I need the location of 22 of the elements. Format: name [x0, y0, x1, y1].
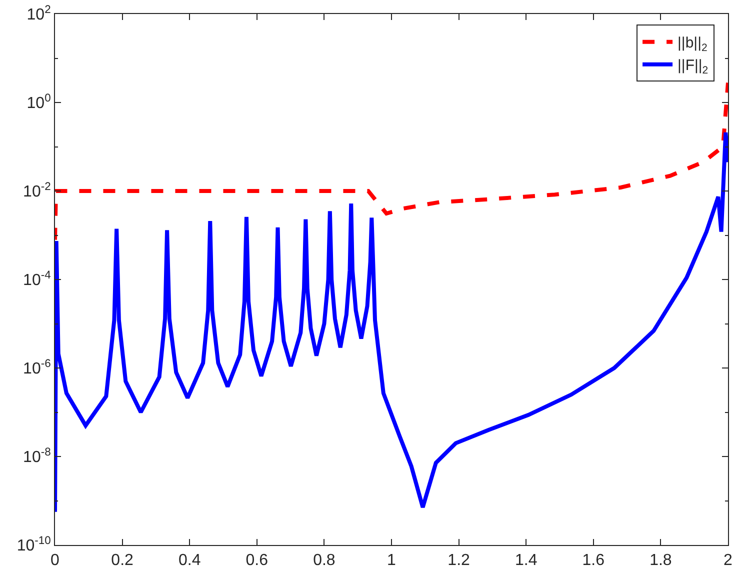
- x-tick-label: 1: [387, 552, 396, 570]
- x-tick-label: 0.6: [246, 552, 268, 570]
- x-tick-label: 2: [724, 552, 733, 570]
- line-series: [55, 80, 728, 242]
- legend-label: ||F||$_{2}$: [678, 57, 708, 76]
- y-tick-label: 10$^{2}$: [26, 4, 51, 24]
- x-tick-label: 0.4: [178, 552, 201, 570]
- y-tick-label: 10$^{-2}$: [23, 180, 51, 201]
- y-tick-label: 10$^{-10}$: [16, 534, 51, 555]
- y-tick-label: 10$^{0}$: [26, 92, 51, 112]
- legend-label: ||b||$_{2}$: [678, 34, 708, 54]
- y-tick-label: 10$^{-4}$: [23, 269, 51, 290]
- x-tick-label: 1.4: [514, 552, 538, 570]
- x-tick-label: 1.6: [582, 552, 605, 570]
- y-tick-label: 10$^{-8}$: [23, 446, 51, 466]
- x-tick-label: 1.8: [650, 552, 672, 570]
- x-tick-label: 0: [50, 552, 60, 570]
- line-series: [55, 130, 728, 514]
- y-tick-label: 10$^{-6}$: [23, 358, 51, 378]
- x-tick-label: 1.2: [448, 552, 470, 570]
- x-tick-label: 0.2: [111, 552, 134, 570]
- x-tick-label: 0.8: [313, 552, 336, 570]
